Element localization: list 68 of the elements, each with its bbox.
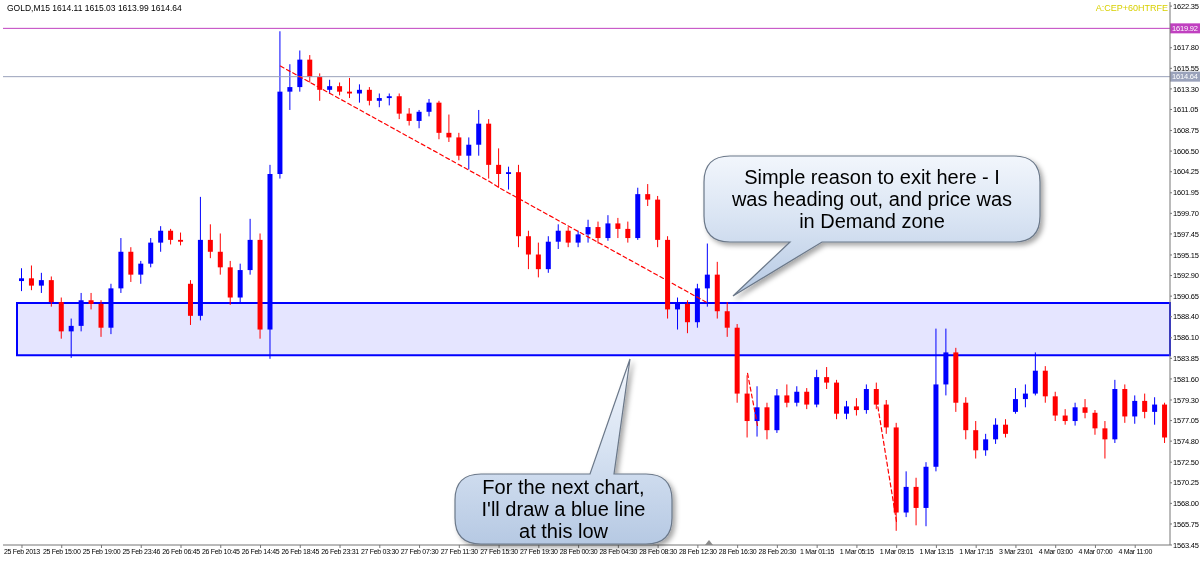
candlestick [1082, 398, 1088, 419]
candlestick [98, 299, 104, 338]
candlestick [396, 92, 402, 120]
candlestick [217, 232, 223, 276]
candlestick [38, 272, 44, 294]
candlestick [684, 299, 690, 334]
candlestick [1003, 418, 1009, 438]
candlestick [804, 387, 810, 410]
candlestick [565, 226, 571, 248]
candlestick [158, 225, 164, 253]
candlestick [317, 72, 323, 102]
annotation: A:CEP+60HTRFE [1095, 3, 1168, 13]
candlestick [625, 221, 631, 244]
candlestick [148, 237, 154, 268]
candlestick [704, 243, 710, 308]
candlestick [555, 223, 561, 250]
candlestick [207, 223, 213, 259]
candlestick [68, 318, 74, 359]
candlestick [843, 400, 849, 420]
candlestick [913, 477, 919, 526]
candlestick [88, 292, 94, 310]
candlestick [784, 383, 790, 408]
candlestick [476, 109, 482, 157]
candlestick [1102, 420, 1108, 460]
candlestick [1022, 383, 1028, 408]
candlestick [28, 264, 34, 291]
candlestick [19, 267, 24, 292]
candlestick [1012, 387, 1018, 415]
candlestick [506, 166, 512, 191]
candlestick [1052, 391, 1058, 422]
annotation: Simple reason to exit here - I was heading out, and price was in Demand zone [730, 166, 1014, 232]
candlestick [824, 366, 830, 390]
candlestick [724, 301, 730, 338]
candlestick [466, 136, 472, 170]
candlestick [754, 385, 760, 438]
candlestick [585, 219, 591, 244]
candlestick [863, 383, 869, 415]
candlestick [595, 221, 601, 245]
candlestick [883, 399, 889, 435]
candlestick [605, 214, 611, 242]
candlestick [645, 183, 651, 207]
candlestick [525, 230, 531, 270]
candlestick [426, 98, 432, 117]
candlestick [535, 242, 541, 278]
candlestick [973, 420, 979, 460]
candlestick [1032, 351, 1038, 396]
candlestick [675, 297, 681, 331]
candlestick [456, 132, 462, 161]
candlestick [128, 246, 134, 283]
annotation: For the next chart, I'll draw a blue line at this low [480, 476, 647, 542]
candlestick [1142, 393, 1148, 419]
chart-title: GOLD,M15 1614.11 1615.03 1613.99 1614.64 [7, 3, 182, 13]
candlestick [615, 217, 621, 239]
candlestick [983, 433, 989, 457]
candlestick [993, 417, 999, 445]
candlestick [366, 86, 372, 106]
candlestick [287, 63, 293, 111]
candlestick [406, 107, 412, 127]
candlestick [1132, 394, 1138, 425]
candlestick [496, 147, 502, 189]
candlestick [1092, 409, 1098, 436]
candlestick [48, 275, 54, 308]
candlestick [416, 109, 422, 129]
candlestick [1072, 402, 1078, 427]
candlestick [138, 260, 144, 285]
candlestick [1152, 396, 1158, 426]
candlestick [794, 385, 800, 407]
candlestick [764, 402, 770, 440]
